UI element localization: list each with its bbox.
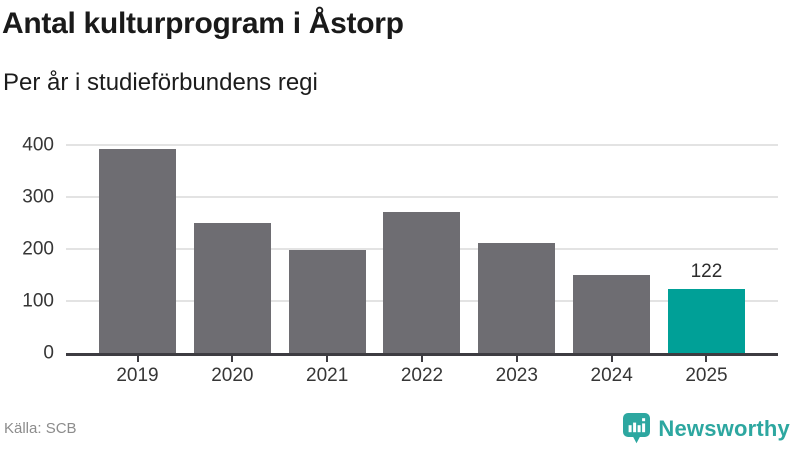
bar-2024 [573, 145, 651, 353]
x-axis-tick [610, 355, 613, 362]
x-axis-tick [420, 355, 423, 362]
y-axis-tick-label: 0 [43, 342, 54, 364]
x-axis-slot: 2020 [194, 355, 271, 387]
x-axis-row: 2019 2020 2021 2022 2023 2024 2025 [66, 355, 778, 387]
x-axis-slot: 2025 [668, 355, 745, 387]
bar-rect [193, 222, 271, 353]
x-axis-tick-label: 2020 [211, 364, 254, 386]
x-axis-slot: 2021 [289, 355, 366, 387]
x-axis-tick-label: 2019 [116, 364, 159, 386]
bar-2023 [478, 145, 556, 353]
bars-row: 122 [66, 145, 778, 353]
x-axis-tick-label: 2024 [590, 364, 633, 386]
gridline [66, 143, 778, 146]
x-axis-tick-label: 2022 [400, 364, 444, 386]
bar-rect: 122 [667, 261, 745, 353]
bar-2025: 122 [667, 145, 745, 353]
newsworthy-logo: Newsworthy [623, 413, 790, 444]
value-label: 122 [690, 261, 723, 283]
footer: Källa: SCB Newsworthy [4, 413, 790, 444]
bar-rect [478, 243, 556, 353]
x-axis-slot: 2023 [478, 355, 555, 387]
plot-area: 122 0 100 200 300 400 [22, 135, 778, 362]
x-axis-slot: 2019 [99, 355, 176, 387]
x-axis-tick [326, 355, 329, 362]
x-axis-tick [515, 355, 518, 362]
bar-chart-speech-bubble-icon [623, 413, 651, 444]
x-axis-tick-label: 2021 [306, 364, 349, 386]
bar-2020 [193, 145, 271, 353]
source-note: Källa: SCB [4, 420, 77, 437]
chart-subtitle: Per år i studieförbundens regi [3, 69, 318, 96]
y-axis-tick-label: 200 [22, 238, 54, 260]
chart-title: Antal kulturprogram i Åstorp [2, 7, 404, 40]
bar-2021 [288, 145, 366, 353]
bar-rect [383, 212, 461, 353]
x-axis-tick-label: 2023 [495, 364, 538, 386]
y-axis-tick-label: 400 [22, 134, 54, 156]
bar-rect [288, 250, 366, 353]
x-axis-tick [231, 355, 234, 362]
gridline [66, 195, 778, 198]
bar-2019 [99, 145, 176, 353]
x-axis-slot: 2022 [383, 355, 460, 387]
bar-rect [99, 148, 176, 353]
y-axis-tick-label: 300 [22, 186, 54, 208]
y-axis-tick-label: 100 [22, 290, 54, 312]
bar-2022 [383, 145, 461, 353]
newsworthy-logo-text: Newsworthy [658, 415, 790, 441]
x-axis-tick [705, 355, 708, 362]
x-axis-tick-label: 2025 [685, 364, 728, 386]
bar-rect [573, 275, 651, 353]
x-axis-slot: 2024 [573, 355, 650, 387]
x-axis-tick [136, 355, 139, 362]
bar-chart: 122 0 100 200 300 400 2019 2020 2021 2022 2023 20… [0, 135, 800, 387]
